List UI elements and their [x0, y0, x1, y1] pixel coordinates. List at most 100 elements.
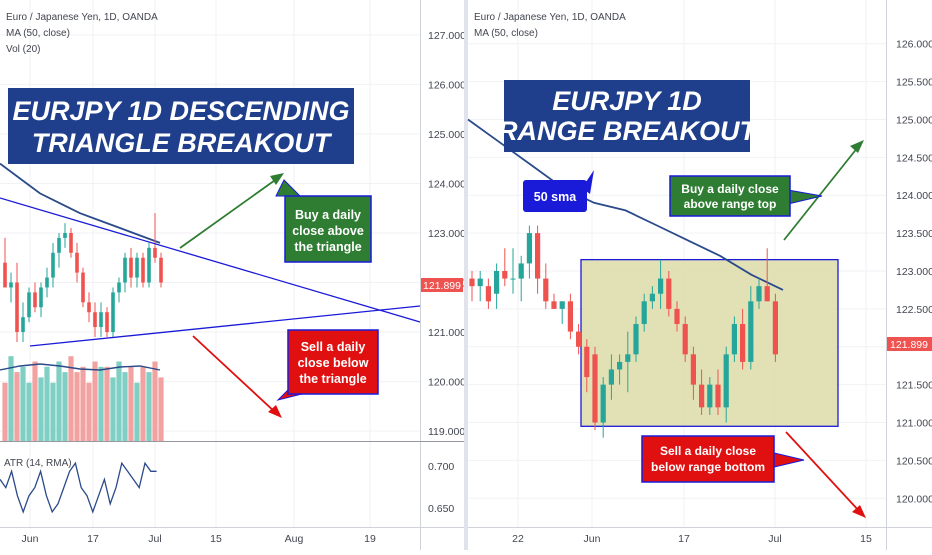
candle-body [469, 278, 475, 287]
candle-body [641, 301, 647, 325]
candle-body [75, 252, 79, 273]
left-buy-callout [284, 195, 372, 263]
candle-body [69, 232, 73, 253]
candle-body [666, 278, 672, 309]
r-y-tick: 122.500 [896, 304, 932, 316]
candle-body [15, 282, 19, 333]
left-buy-arrow [179, 177, 279, 249]
candle-body [682, 324, 688, 355]
volume-bar [14, 372, 20, 441]
left-sell-line3: the triangle [299, 372, 366, 386]
left-title-line1: EURJPY 1D DESCENDING [12, 96, 349, 126]
left-atr-tick-high: 0.700 [428, 461, 454, 473]
candle-body [141, 257, 145, 283]
candle-body [723, 354, 729, 408]
right-sell-callout [641, 435, 775, 483]
candle-body [135, 257, 139, 278]
candle-body [584, 346, 590, 378]
candle-body [658, 278, 664, 294]
candle-body [526, 233, 532, 264]
right-sell-arrowhead [852, 505, 866, 518]
candle-body [502, 271, 508, 279]
left-ma50-line [0, 162, 161, 244]
right-buy-arrow [783, 146, 859, 241]
candle-body [764, 286, 770, 302]
right-price-badge [887, 337, 932, 351]
volume-bar [92, 361, 98, 441]
right-x-label-15: 15 [860, 533, 872, 545]
right-buy-callout [669, 175, 791, 217]
right-title-line2: RANGE BREAKOUT [498, 116, 759, 146]
left-support-line [29, 305, 421, 347]
r-y-tick: 121.000 [896, 418, 932, 430]
right-x-label-jul: Jul [768, 533, 781, 545]
right-price-badge-text: 121.899 [890, 339, 928, 351]
candle-body [740, 324, 746, 362]
volume-bar [68, 356, 74, 441]
volume-bar [122, 372, 128, 441]
r-y-tick: 125.500 [896, 77, 932, 89]
candle-body [559, 301, 565, 309]
candle-body [567, 301, 573, 332]
candle-body [45, 277, 49, 288]
right-sell-line2: below range bottom [651, 460, 765, 474]
right-sma-callout [523, 180, 587, 212]
atr-path [0, 461, 157, 514]
right-chart-panel: 126.000 125.500 125.000 124.500 124.000 123.5… [467, 0, 932, 550]
candle-body [543, 278, 549, 302]
left-volume-bars [2, 356, 164, 441]
panel-divider [464, 0, 468, 550]
candle-body [649, 293, 655, 302]
candle-body [147, 247, 151, 283]
left-buy-line1: Buy a daily [295, 208, 361, 222]
candle-body [87, 302, 91, 313]
left-sell-line1: Sell a daily [301, 340, 366, 354]
r-y-tick: 120.000 [896, 493, 932, 505]
candle-body [608, 369, 614, 385]
candle-body [576, 331, 582, 347]
r-y-tick: 124.000 [896, 190, 932, 202]
l-y-tick: 120.000 [428, 377, 466, 389]
candle-body [159, 257, 163, 283]
volume-bar [110, 377, 116, 441]
candle-body [63, 232, 67, 238]
l-y-tick: 127.000 [428, 30, 466, 42]
left-atr-label: ATR (14, RMA) [4, 458, 72, 469]
candle-body [600, 384, 606, 423]
candle-body [748, 301, 754, 362]
right-ma50-line [467, 118, 784, 291]
left-price-badge-text: 121.899 [423, 280, 461, 292]
candle-body [617, 361, 623, 370]
volume-bar [56, 361, 62, 441]
left-sell-arrow [192, 335, 277, 414]
l-y-tick: 125.000 [428, 129, 466, 141]
candle-body [772, 301, 778, 355]
volume-bar [158, 377, 164, 441]
r-y-tick: 123.000 [896, 266, 932, 278]
volume-bar [80, 366, 86, 441]
candle-body [518, 263, 524, 279]
right-buy-line2: above range top [684, 197, 777, 211]
candle-body [674, 308, 680, 325]
candle-body [33, 292, 37, 308]
candle-body [27, 292, 31, 318]
candle-body [633, 324, 639, 355]
volume-bar [20, 366, 26, 441]
volume-bar [86, 382, 92, 441]
right-title-line1: EURJPY 1D [552, 86, 702, 116]
candle-body [21, 317, 25, 333]
candle-body [731, 324, 737, 355]
right-legend-symbol: Euro / Japanese Yen, 1D, OANDA [474, 12, 626, 23]
candle-body [3, 262, 7, 288]
left-candles [3, 213, 163, 342]
left-chart-panel: 127.000126.000125.000124.000123.000122.0… [0, 0, 466, 550]
volume-bar [128, 366, 134, 441]
volume-bar [32, 361, 38, 441]
volume-bar [62, 372, 68, 441]
candle-body [477, 278, 483, 287]
candle-body [57, 237, 61, 253]
l-y-tick: 121.000 [428, 327, 466, 339]
volume-bar [146, 372, 152, 441]
